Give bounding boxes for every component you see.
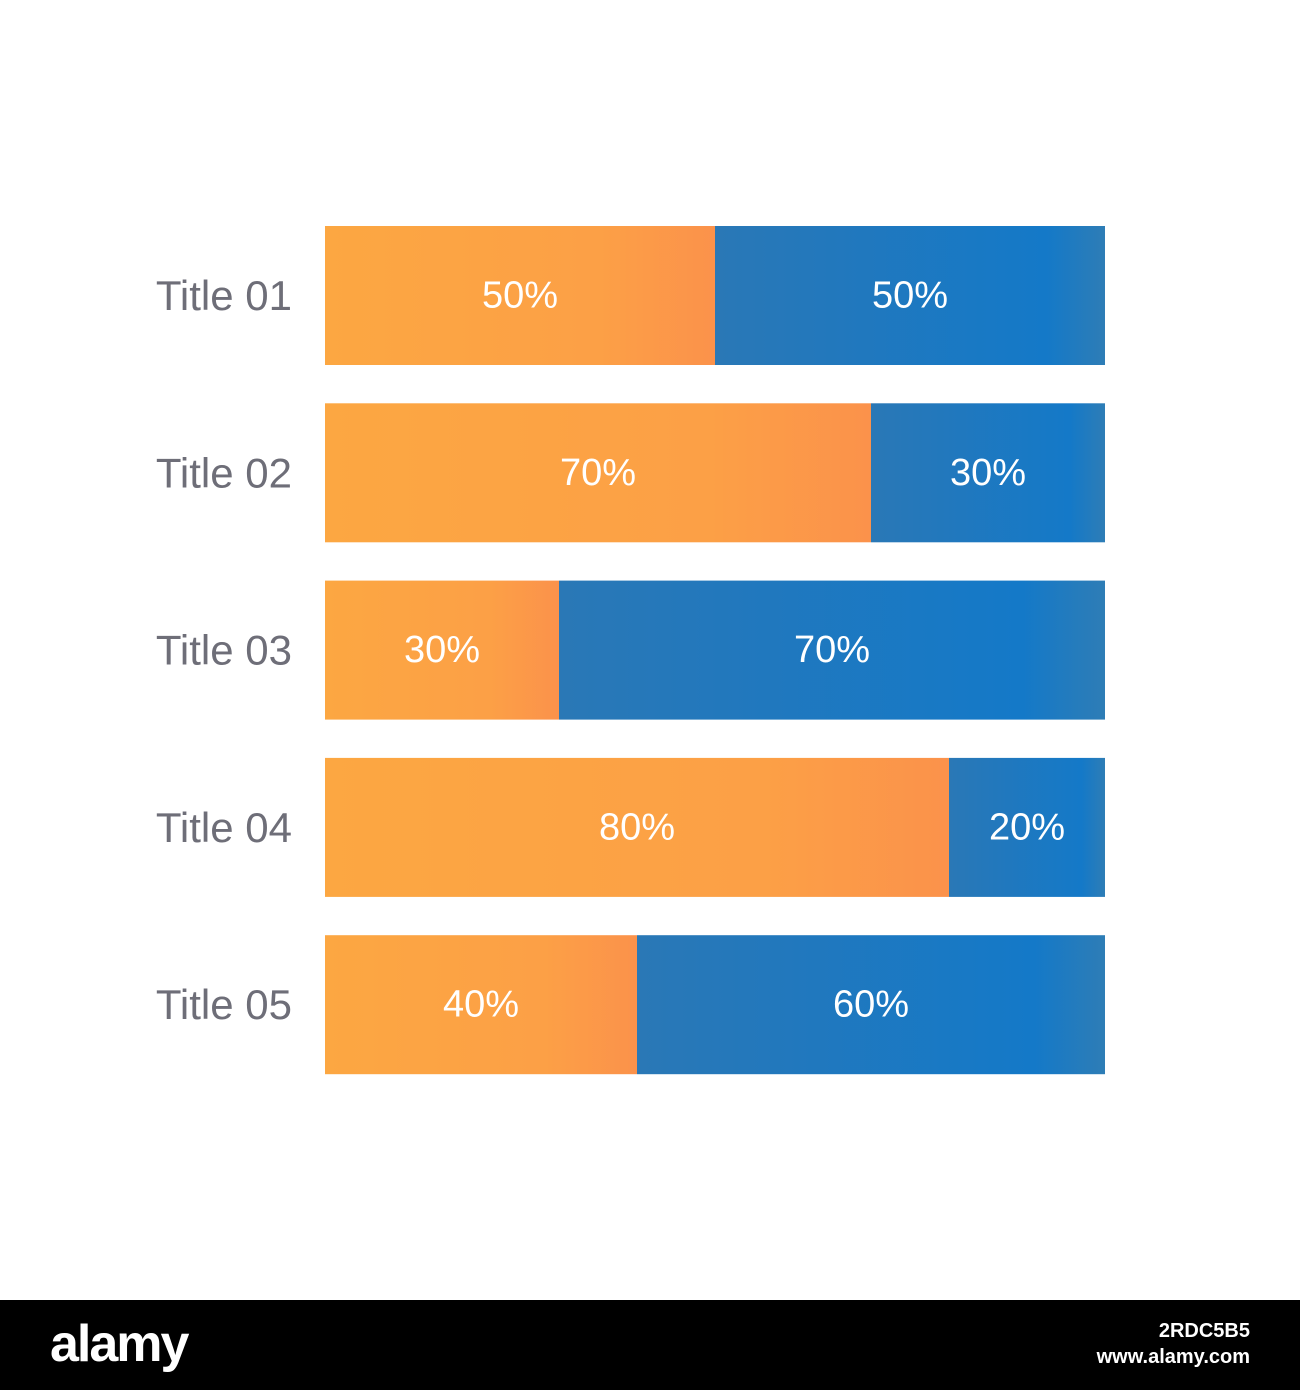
image-code: 2RDC5B5 [1158, 1320, 1250, 1342]
bar-segment-orange [325, 935, 637, 1075]
value-label: 40% [443, 984, 519, 1026]
value-label: 60% [833, 984, 909, 1026]
value-label: 50% [872, 275, 948, 317]
bars-layer [325, 226, 1105, 1075]
value-label: 30% [404, 629, 480, 671]
footer-bar: alamy 2RDC5B5 www.alamy.com [0, 1300, 1300, 1390]
bar-segment-orange [325, 403, 871, 543]
category-label: Title 02 [156, 449, 292, 496]
labels-layer: Title 01 50% 50% Title 02 70% 30% Title 03 30% 7… [156, 272, 1065, 1028]
bar-segment-blue [559, 580, 1105, 720]
bar-segment-blue [949, 757, 1105, 897]
footer-info: 2RDC5B5 www.alamy.com [1097, 1318, 1250, 1370]
bar-segment-blue [637, 935, 1105, 1075]
alamy-logo: alamy [50, 1315, 189, 1373]
category-label: Title 04 [156, 804, 292, 851]
chart-area: Title 01 50% 50% Title 02 70% 30% Title 03 30% 7… [155, 226, 1105, 1075]
category-label: Title 05 [156, 981, 292, 1028]
bar-segment-blue [871, 403, 1105, 543]
value-label: 20% [989, 806, 1065, 848]
category-label: Title 01 [156, 272, 292, 319]
bar-segment-blue [715, 226, 1105, 365]
value-label: 30% [950, 452, 1026, 494]
site-url: www.alamy.com [1096, 1346, 1250, 1368]
bar-segment-orange [325, 226, 715, 365]
bar-segment-orange [325, 580, 559, 720]
value-label: 50% [482, 275, 558, 317]
value-label: 80% [599, 806, 675, 848]
stacked-bar-chart: Title 01 50% 50% Title 02 70% 30% Title 03 30% 7… [156, 226, 1105, 1075]
bar-segment-orange [325, 757, 949, 897]
category-label: Title 03 [156, 627, 292, 674]
value-label: 70% [794, 629, 870, 671]
value-label: 70% [560, 452, 636, 494]
